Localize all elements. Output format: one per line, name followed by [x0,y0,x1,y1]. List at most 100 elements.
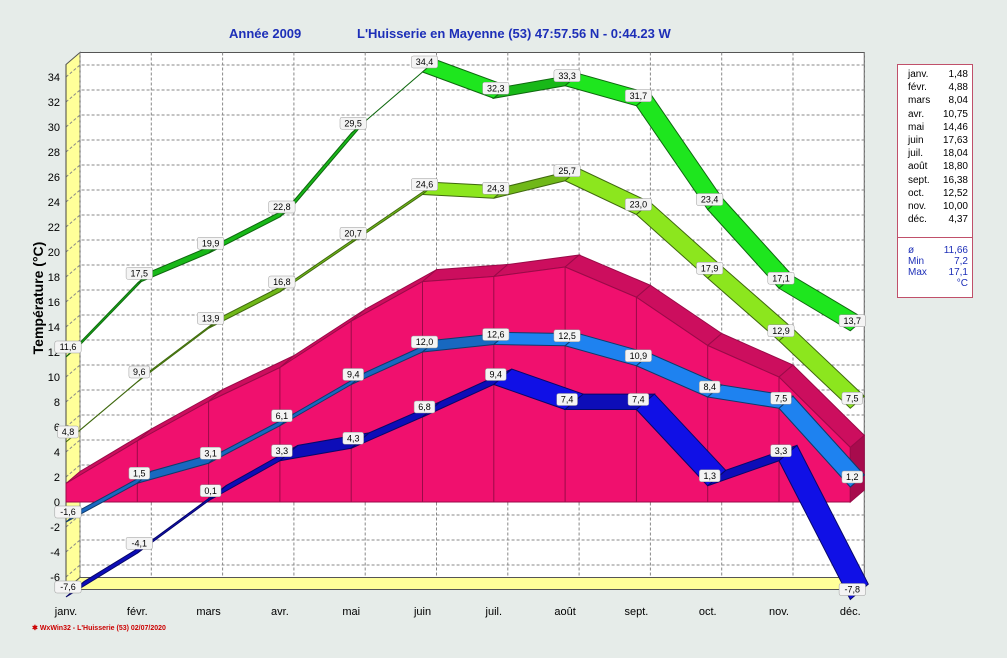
data-label-text: 9,4 [347,370,360,380]
y-gridline [65,139,865,153]
data-label: 4,8 [57,425,79,439]
data-label-box [482,182,510,195]
data-label: 13,9 [197,312,225,325]
data-label-text: -7,6 [60,582,76,592]
data-label: 13,7 [838,314,866,327]
legend-value: 1,48 [948,69,968,80]
data-label-box [553,329,581,342]
data-label-text: 22,8 [273,202,291,212]
data-label-box [553,69,581,82]
data-label-box [125,537,153,550]
data-label-box [482,328,510,341]
data-label-box [199,484,222,497]
y-tick-label: 32 [48,97,60,109]
data-label-text: 12,6 [487,330,505,340]
data-label-text: 12,0 [416,337,434,347]
y-tick-label: 4 [54,447,60,459]
data-label-box [767,324,795,337]
data-label-text: 29,5 [344,118,362,128]
data-label-box [838,314,866,327]
data-label: 1,2 [841,470,863,484]
data-label-box [54,340,82,354]
y-tick-label: 18 [48,272,60,284]
data-label-box [699,469,721,482]
data-label: 8,4 [699,380,721,394]
legend-label: Max [908,267,927,278]
legend-month-row: nov. 10,00 [898,201,968,214]
data-label: 17,9 [696,262,724,275]
data-label-text: 23,0 [630,200,648,210]
data-label-box [339,227,367,240]
y-gridline [65,64,865,78]
data-label-box [54,505,82,519]
data-label-text: 3,1 [204,448,217,458]
legend-label: Min [908,256,925,267]
y-tick-label: 30 [48,122,60,134]
legend-value: 10,75 [942,108,968,120]
data-label-text: 12,9 [772,326,790,336]
data-label-text: 17,5 [131,268,149,278]
legend-value: 7,2 [954,256,968,267]
y-tick-label: 2 [54,472,60,484]
data-label-text: 7,5 [775,393,788,403]
data-label-text: 3,3 [276,446,289,456]
legend-stat-row: Max 17,1 [898,267,968,280]
data-label: 0,1 [199,484,222,497]
data-label-text: 25,7 [558,166,576,176]
data-label-box [128,365,150,379]
data-label: 31,7 [624,89,652,102]
data-label-text: 9,4 [490,370,503,380]
data-label: 25,7 [553,164,581,177]
data-label-text: 24,3 [487,183,505,193]
legend-month-row: janv. 1,48 [898,69,968,82]
data-label: 24,6 [411,178,438,191]
data-label-text: -1,6 [60,507,76,517]
data-label-box [553,164,581,177]
data-label-box [770,444,792,457]
x-tick-label: sept. [624,606,648,618]
data-label-text: 33,3 [558,71,576,81]
legend-value: 18,04 [942,148,968,160]
data-label: 9,4 [485,368,507,381]
chart-station-title: L'Huisserie en Mayenne (53) 47:57.56 N -… [357,26,671,41]
data-label: 12,9 [767,324,795,337]
x-tick-label: janv. [54,606,77,618]
data-label-box [699,380,721,394]
y-tick-label: 10 [48,372,60,384]
data-label-box [767,272,795,285]
x-tick-label: févr. [127,606,148,618]
data-label-text: 24,6 [416,180,434,190]
y-tick-label: 0 [54,497,60,509]
y-tick-label: 20 [48,247,60,259]
y-axis-label-container: Température (°C) [8,200,68,400]
x-tick-label: déc. [840,606,861,618]
y-gridline [65,239,865,253]
data-label-box [556,393,578,406]
legend-value: 18,80 [942,161,968,173]
data-label-box [624,349,652,362]
data-label-text: 7,4 [561,395,574,405]
y-tick-label: 22 [48,222,60,234]
x-tick-label: avr. [271,606,289,618]
data-label-box [128,467,150,480]
data-label-box [199,447,222,460]
data-label: 32,3 [482,82,510,95]
data-label-box [627,393,650,406]
data-label: 1,5 [128,467,150,480]
legend-value: 17,1 [948,267,968,278]
legend-stat-row: Min 7,2 [898,256,968,269]
data-label: 7,5 [770,392,792,405]
data-label: 20,7 [339,227,367,240]
data-label-text: 1,5 [133,468,146,478]
data-label: -7,6 [54,580,82,594]
legend-label: ø [908,245,915,256]
data-label: -7,8 [838,583,866,596]
data-label-box [271,409,293,422]
y-gridline [65,564,865,578]
data-label-text: 16,8 [273,277,291,287]
data-label-text: 17,9 [701,263,719,273]
x-tick-label: nov. [769,606,789,618]
data-label-text: 1,3 [703,471,716,481]
data-label-text: -4,1 [132,538,148,548]
data-label: 11,6 [54,340,82,354]
